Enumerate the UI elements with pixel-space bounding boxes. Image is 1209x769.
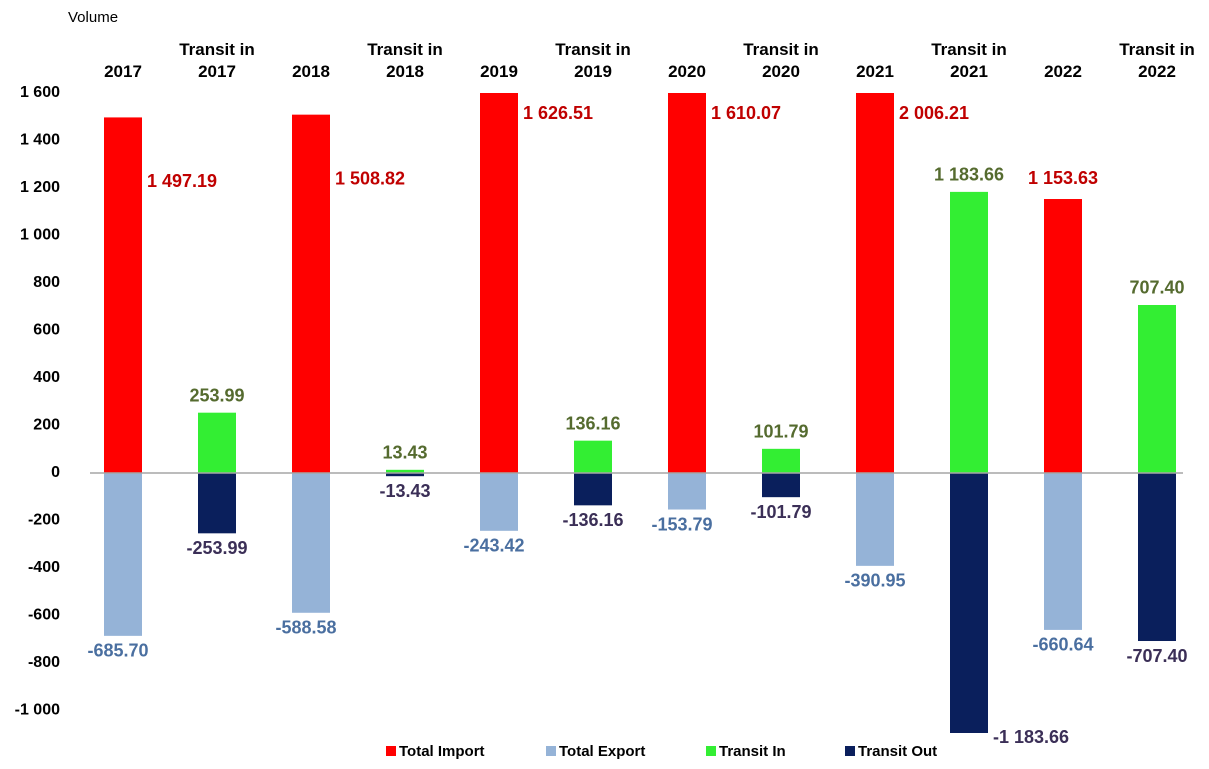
bar bbox=[668, 93, 706, 474]
value-label: -153.79 bbox=[651, 514, 712, 534]
bar bbox=[574, 440, 612, 473]
bar bbox=[1044, 473, 1082, 630]
bar bbox=[386, 473, 424, 477]
y-tick-label: 0 bbox=[51, 464, 60, 481]
value-label: -101.79 bbox=[750, 502, 811, 522]
bar bbox=[762, 448, 800, 473]
plot-area bbox=[104, 93, 1176, 733]
y-tick-label: 800 bbox=[33, 274, 60, 291]
bar bbox=[104, 473, 142, 636]
x-tick-label: 2021 bbox=[856, 62, 894, 81]
bar bbox=[480, 93, 518, 474]
value-label: -13.43 bbox=[379, 481, 430, 501]
y-tick-label: -200 bbox=[28, 512, 60, 529]
legend-swatch bbox=[845, 746, 855, 756]
y-tick-label: 1 600 bbox=[20, 84, 60, 101]
x-tick-label: 2019 bbox=[480, 62, 518, 81]
x-tick-label: Transit in 2022 bbox=[1119, 40, 1195, 81]
x-tick-label: 2022 bbox=[1044, 62, 1082, 81]
bar bbox=[104, 117, 142, 474]
y-axis-label: Volume bbox=[68, 9, 118, 26]
bar bbox=[198, 412, 236, 473]
value-label: 13.43 bbox=[382, 443, 427, 463]
value-label: 253.99 bbox=[189, 385, 244, 405]
bar bbox=[292, 473, 330, 613]
x-tick-label: Transit in 2017 bbox=[179, 40, 255, 81]
legend-swatch bbox=[386, 746, 396, 756]
y-tick-label: -1 000 bbox=[15, 702, 60, 719]
x-tick-label: 2020 bbox=[668, 62, 706, 81]
y-tick-label: 400 bbox=[33, 369, 60, 386]
y-tick-label: -800 bbox=[28, 654, 60, 671]
bar bbox=[480, 473, 518, 531]
bar bbox=[198, 473, 236, 534]
x-tick-label: 2017 bbox=[104, 62, 142, 81]
y-tick-label: 600 bbox=[33, 322, 60, 339]
value-label: -1 183.66 bbox=[993, 727, 1069, 747]
value-label: 136.16 bbox=[565, 413, 620, 433]
value-label: -707.40 bbox=[1126, 646, 1187, 666]
legend-label: Transit In bbox=[719, 743, 786, 760]
legend-label: Total Import bbox=[399, 743, 485, 760]
bar bbox=[1044, 199, 1082, 473]
value-label: 1 626.51 bbox=[523, 103, 593, 123]
legend-label: Total Export bbox=[559, 743, 645, 760]
bar bbox=[668, 473, 706, 510]
bar bbox=[1138, 304, 1176, 473]
value-label: -588.58 bbox=[275, 618, 336, 638]
value-label: 1 610.07 bbox=[711, 103, 781, 123]
bar bbox=[950, 473, 988, 733]
value-label: -685.70 bbox=[87, 641, 148, 661]
y-tick-label: 1 000 bbox=[20, 227, 60, 244]
value-label: 1 508.82 bbox=[335, 168, 405, 188]
bar bbox=[950, 191, 988, 474]
x-tick-label: Transit in 2020 bbox=[743, 40, 819, 81]
value-label: -243.42 bbox=[463, 536, 524, 556]
y-tick-label: -600 bbox=[28, 607, 60, 624]
value-label: 101.79 bbox=[753, 422, 808, 442]
bar bbox=[856, 93, 894, 474]
value-label: 1 153.63 bbox=[1028, 168, 1098, 188]
value-label: -253.99 bbox=[186, 538, 247, 558]
bar bbox=[574, 473, 612, 506]
x-tick-label: Transit in 2018 bbox=[367, 40, 443, 81]
bar bbox=[762, 473, 800, 498]
x-tick-label: 2018 bbox=[292, 62, 330, 81]
x-tick-label: Transit in 2019 bbox=[555, 40, 631, 81]
y-tick-label: 1 400 bbox=[20, 132, 60, 149]
bar bbox=[856, 473, 894, 566]
value-label: 2 006.21 bbox=[899, 103, 969, 123]
legend-swatch bbox=[546, 746, 556, 756]
value-label: -660.64 bbox=[1032, 635, 1093, 655]
value-label: 1 183.66 bbox=[934, 165, 1004, 185]
bar bbox=[386, 469, 424, 473]
y-tick-label: 1 200 bbox=[20, 179, 60, 196]
value-label: -136.16 bbox=[562, 510, 623, 530]
legend-swatch bbox=[706, 746, 716, 756]
bar bbox=[292, 114, 330, 474]
y-tick-label: 200 bbox=[33, 417, 60, 434]
value-label: -390.95 bbox=[844, 571, 905, 591]
x-tick-label: Transit in 2021 bbox=[931, 40, 1007, 81]
value-label: 1 497.19 bbox=[147, 171, 217, 191]
bar bbox=[1138, 473, 1176, 642]
legend-label: Transit Out bbox=[858, 743, 937, 760]
y-tick-label: -400 bbox=[28, 559, 60, 576]
value-label: 707.40 bbox=[1129, 278, 1184, 298]
